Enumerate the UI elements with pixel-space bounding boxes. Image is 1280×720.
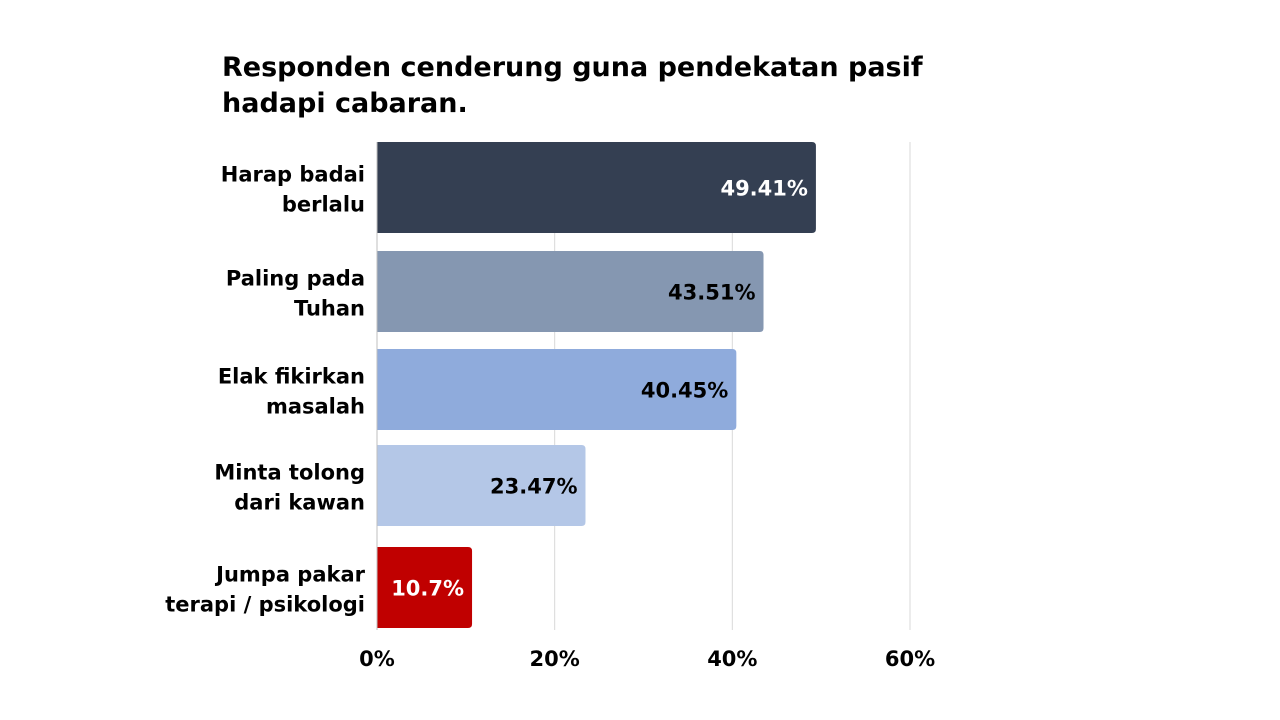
bar [377, 445, 586, 526]
data-label: 10.7% [391, 577, 464, 601]
chart-title: Responden cenderung guna pendekatan pasi… [222, 50, 982, 122]
category-label: Paling pada [226, 267, 365, 291]
chart-title-line-1: Responden cenderung guna pendekatan pasi… [222, 52, 923, 83]
category-label: Harap badai [221, 163, 365, 187]
category-label: masalah [266, 395, 365, 419]
data-label: 49.41% [720, 177, 807, 201]
category-label: Minta tolong [214, 461, 365, 485]
x-tick-label: 40% [707, 647, 757, 671]
bar [377, 142, 816, 233]
category-label: Tuhan [294, 297, 365, 321]
category-label: Jumpa pakar [214, 563, 365, 587]
category-label: dari kawan [234, 491, 365, 515]
data-label: 23.47% [490, 475, 577, 499]
bar [377, 251, 764, 332]
x-tick-label: 0% [359, 647, 395, 671]
bar [377, 349, 737, 430]
category-label: terapi / psikologi [165, 593, 365, 617]
data-label: 43.51% [668, 281, 755, 305]
data-label: 40.45% [641, 379, 728, 403]
chart-title-line-2: hadapi cabaran. [222, 88, 468, 119]
bar [377, 547, 473, 628]
x-tick-label: 60% [885, 647, 935, 671]
category-label: berlalu [282, 193, 365, 217]
category-label: Elak fikirkan [218, 365, 365, 389]
x-tick-label: 20% [530, 647, 580, 671]
